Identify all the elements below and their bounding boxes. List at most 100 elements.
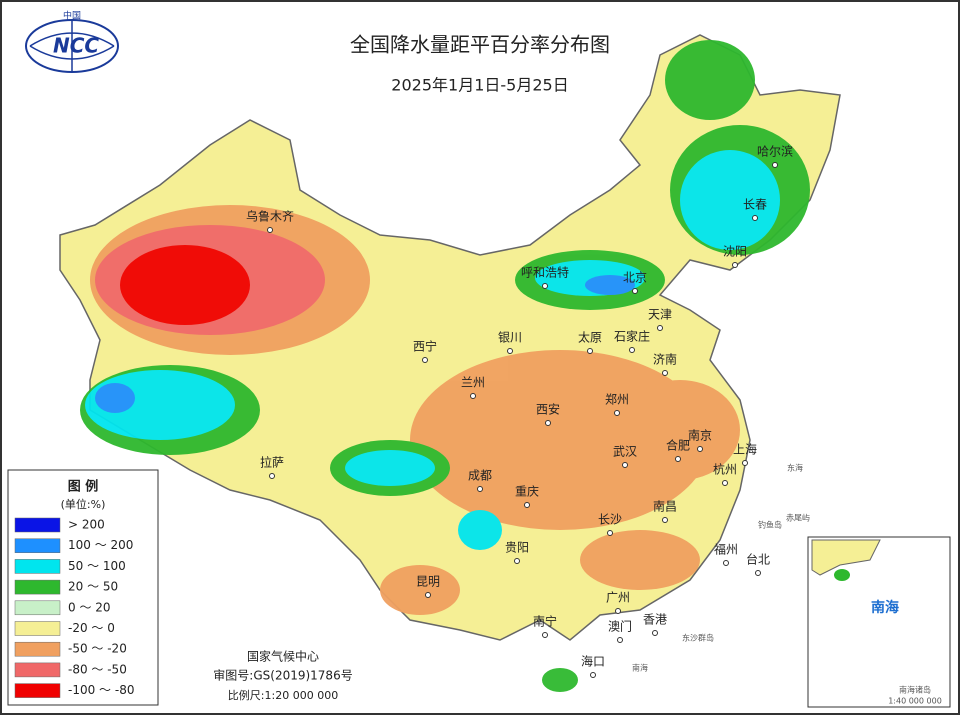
legend-label: > 200 bbox=[68, 518, 105, 532]
city-label: 呼和浩特 bbox=[521, 265, 569, 280]
city-label: 太原 bbox=[578, 330, 602, 345]
legend-swatch bbox=[14, 621, 61, 636]
inset-scale: 1:40 000 000 bbox=[888, 697, 942, 706]
legend-swatch bbox=[14, 559, 61, 574]
logo-top: 中国 bbox=[63, 10, 81, 22]
city-label: 长沙 bbox=[598, 513, 622, 527]
region bbox=[95, 383, 135, 413]
legend-label: 50 ～ 100 bbox=[68, 559, 126, 573]
city-dot bbox=[732, 262, 738, 268]
city-dot bbox=[545, 420, 551, 426]
city-dot bbox=[590, 672, 596, 678]
city-label: 银川 bbox=[498, 331, 522, 345]
city-dot bbox=[614, 410, 620, 416]
city-dot bbox=[657, 325, 663, 331]
city-label: 拉萨 bbox=[260, 455, 284, 470]
city-dot bbox=[617, 637, 623, 643]
city-dot bbox=[542, 283, 548, 289]
legend-swatch bbox=[14, 538, 61, 553]
city-label: 石家庄 bbox=[614, 329, 650, 344]
city-label: 台北 bbox=[746, 552, 770, 567]
city-dot bbox=[615, 608, 621, 614]
footer-org: 国家气候中心 bbox=[247, 649, 319, 664]
city-label: 沈阳 bbox=[723, 244, 747, 259]
city-label: 南宁 bbox=[533, 614, 557, 629]
legend-label: 100 ～ 200 bbox=[68, 538, 133, 552]
city-dot bbox=[422, 357, 428, 363]
city-label: 广州 bbox=[606, 591, 630, 605]
logo-globe bbox=[29, 20, 115, 72]
city-dot bbox=[267, 227, 273, 233]
legend-swatch bbox=[14, 579, 61, 595]
region bbox=[585, 275, 635, 295]
city-label: 兰州 bbox=[461, 376, 485, 390]
city-label: 重庆 bbox=[515, 485, 539, 499]
city-dot bbox=[697, 446, 703, 452]
date: 2025年1月1日-5月25日 bbox=[391, 76, 568, 95]
region bbox=[380, 565, 460, 615]
city-label: 海口 bbox=[581, 654, 605, 669]
logo-text: NCC bbox=[53, 34, 99, 58]
place-label: 赤尾屿 bbox=[786, 514, 810, 523]
city-dot bbox=[470, 393, 476, 399]
region bbox=[345, 450, 435, 486]
legend-label: -20 ～ 0 bbox=[68, 621, 115, 635]
city-dot bbox=[607, 530, 613, 536]
legend-items: > 200 100 ～ 200 50 ～ 100 20 ～ 50 0 ～ 20 -20 ～… bbox=[14, 517, 134, 698]
legend-label: 0 ～ 20 bbox=[68, 600, 111, 614]
legend-swatch bbox=[14, 683, 61, 698]
city-label: 西安 bbox=[536, 402, 560, 417]
region bbox=[542, 668, 578, 692]
city-dot bbox=[269, 473, 275, 479]
city-label: 西宁 bbox=[413, 339, 437, 354]
city-label: 昆明 bbox=[416, 575, 440, 589]
city-dot bbox=[542, 632, 548, 638]
city-label: 天津 bbox=[648, 308, 672, 322]
city-dot bbox=[629, 347, 635, 353]
footer-approval: 审图号:GS(2019)1786号 bbox=[213, 668, 352, 683]
region bbox=[665, 40, 755, 120]
city-dot bbox=[755, 570, 761, 576]
logo: 中国 NCC bbox=[25, 10, 119, 73]
legend-swatch bbox=[14, 641, 61, 657]
city-dot bbox=[752, 215, 758, 221]
city-dot bbox=[524, 502, 530, 508]
legend-unit: (单位:%) bbox=[61, 497, 106, 511]
legend-swatch bbox=[14, 662, 61, 678]
city-label: 长春 bbox=[743, 198, 767, 212]
region bbox=[458, 510, 502, 550]
city-label: 澳门 bbox=[608, 619, 632, 634]
city-label: 南京 bbox=[688, 428, 712, 443]
legend-swatch bbox=[14, 517, 61, 533]
inset-land bbox=[811, 539, 881, 576]
region bbox=[680, 150, 780, 250]
city-label: 上海 bbox=[733, 442, 757, 457]
place-label: 东沙群岛 bbox=[682, 633, 714, 643]
city-dot bbox=[477, 486, 483, 492]
precip-regions bbox=[80, 40, 810, 692]
region bbox=[620, 380, 740, 480]
city-label: 郑州 bbox=[605, 392, 629, 407]
city-label: 合肥 bbox=[666, 438, 690, 453]
place-label: 东海 bbox=[787, 463, 803, 473]
city-dot bbox=[425, 592, 431, 598]
city-dot bbox=[742, 460, 748, 466]
city-label: 成都 bbox=[468, 469, 492, 483]
legend-title: 图 例 bbox=[68, 479, 99, 495]
legend-label: -50 ～ -20 bbox=[68, 642, 127, 656]
city-label: 杭州 bbox=[713, 462, 737, 477]
city-dot bbox=[662, 370, 668, 376]
city-label: 北京 bbox=[623, 271, 647, 285]
city-label: 福州 bbox=[714, 542, 738, 557]
city-dot bbox=[587, 348, 593, 354]
footer-scale: 比例尺:1:20 000 000 bbox=[228, 688, 338, 702]
city-dot bbox=[507, 348, 513, 354]
title: 全国降水量距平百分率分布图 bbox=[350, 33, 610, 57]
region bbox=[120, 245, 250, 325]
city-label: 香港 bbox=[643, 613, 667, 627]
city-label: 哈尔滨 bbox=[757, 144, 793, 159]
